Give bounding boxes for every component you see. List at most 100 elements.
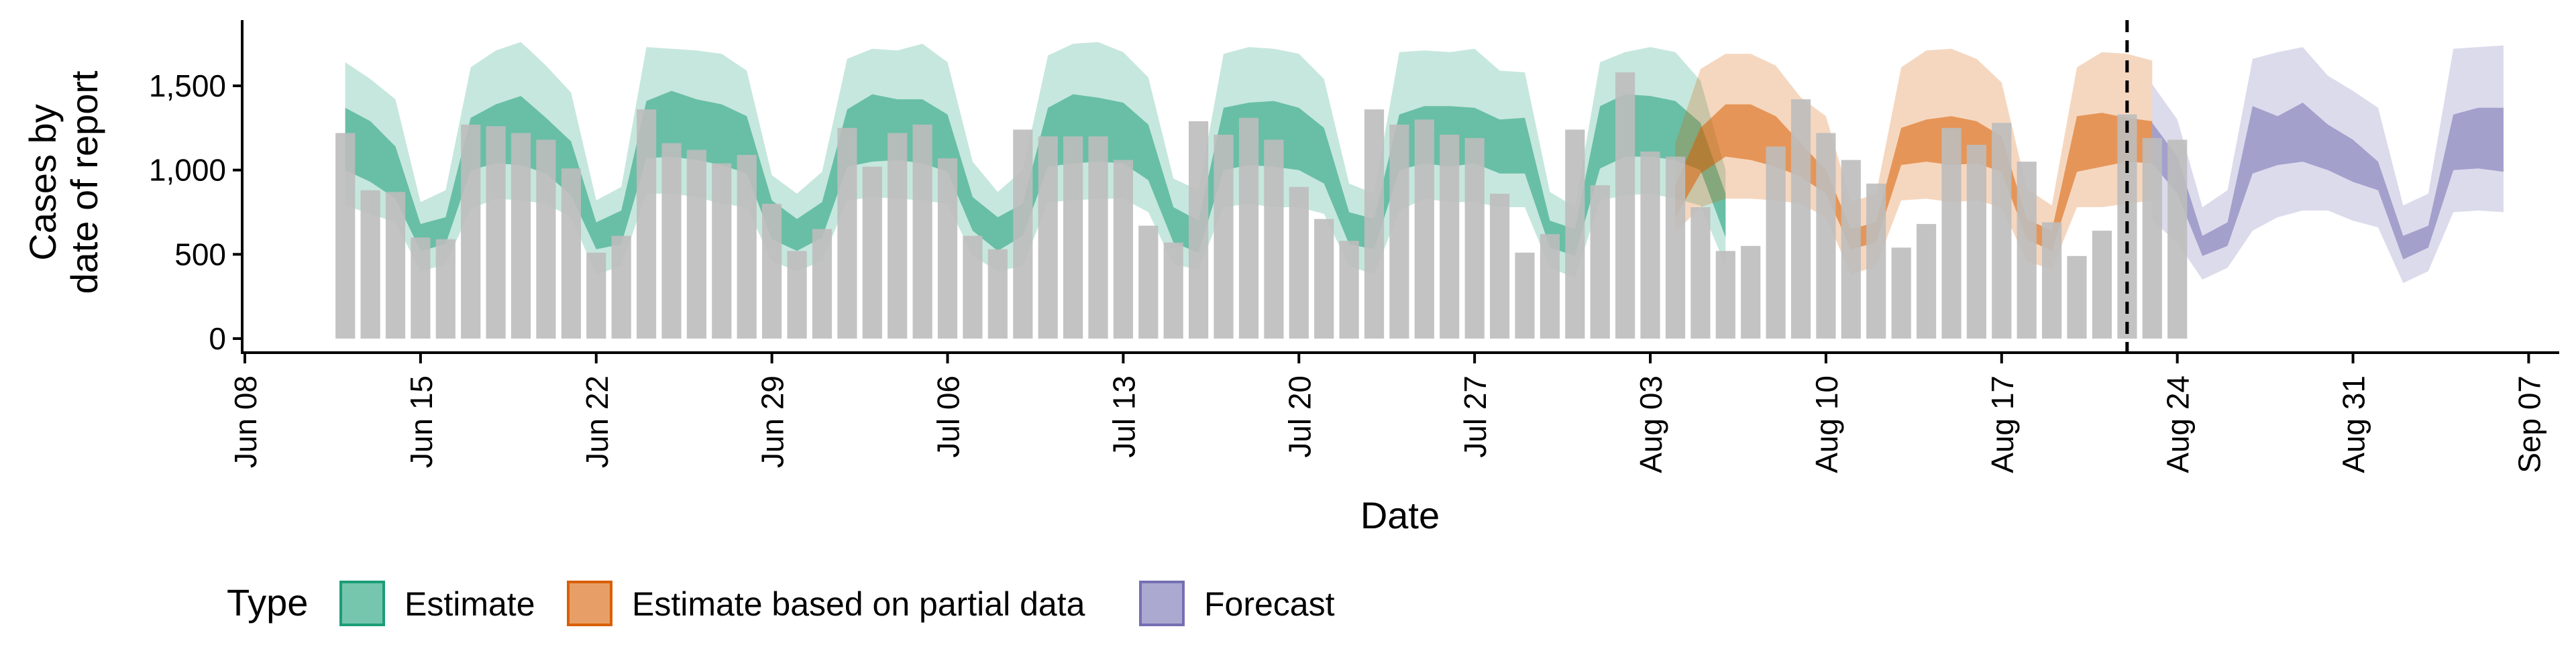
- ribbon-inner-2: [2152, 103, 2504, 259]
- axes: [241, 20, 2559, 354]
- bar-reported-cases: [1238, 117, 1259, 339]
- bar-reported-cases: [1866, 183, 1886, 339]
- y-tick-label: 1,000: [149, 153, 226, 188]
- bar-reported-cases: [1841, 160, 1861, 339]
- bar-reported-cases: [2017, 162, 2037, 339]
- bar-reported-cases: [511, 133, 531, 339]
- bar-reported-cases: [1464, 137, 1485, 339]
- bar-reported-cases: [1289, 186, 1309, 339]
- bar-reported-cases: [762, 203, 782, 339]
- x-tick-label: Aug 24: [2161, 375, 2196, 473]
- bar-reported-cases: [2042, 222, 2062, 339]
- bar-reported-cases: [1917, 224, 1937, 339]
- bar-reported-cases: [937, 158, 958, 339]
- bar-reported-cases: [385, 192, 406, 339]
- bar-reported-cases: [1189, 121, 1209, 339]
- bar-reported-cases: [461, 124, 481, 339]
- bar-reported-cases: [1138, 225, 1159, 339]
- bar-reported-cases: [1364, 109, 1385, 339]
- bar-reported-cases: [1941, 127, 1962, 339]
- bar-reported-cases: [2092, 231, 2112, 339]
- bar-reported-cases: [536, 139, 556, 339]
- bar-reported-cases: [1414, 119, 1434, 339]
- x-axis-title: Date: [1360, 494, 1440, 536]
- bar-reported-cases: [1490, 193, 1510, 339]
- bar-reported-cases: [435, 239, 455, 339]
- x-ticks: Jun 08 Jun 15 Jun 22 Jun 29 Jul 06 Jul 13 Jul …: [228, 353, 2546, 473]
- bar-reported-cases: [1766, 146, 1786, 339]
- bar-reported-cases: [1013, 129, 1033, 339]
- x-tick-label: Jun 29: [755, 375, 790, 468]
- bar-reported-cases: [561, 168, 581, 339]
- bar-reported-cases: [1640, 152, 1660, 339]
- y-axis-title-line-1: Cases by: [21, 104, 64, 260]
- x-tick-label: Jun 15: [404, 375, 439, 468]
- bar-reported-cases: [737, 155, 757, 339]
- bar-reported-cases: [837, 127, 857, 339]
- bar-reported-cases: [1339, 241, 1359, 339]
- bar-reported-cases: [1992, 123, 2012, 339]
- bar-reported-cases: [486, 126, 506, 339]
- bar-reported-cases: [2167, 139, 2188, 339]
- bar-reported-cases: [1741, 245, 1761, 339]
- bar-reported-cases: [1816, 133, 1836, 339]
- legend-label-estimate: Estimate: [405, 585, 535, 623]
- legend-key-estimate: [339, 581, 385, 626]
- bar-reported-cases: [335, 133, 356, 339]
- bar-reported-cases: [963, 235, 983, 339]
- bar-reported-cases: [1565, 129, 1585, 339]
- bar-reported-cases: [1038, 136, 1058, 339]
- legend-title: Type: [227, 581, 308, 624]
- x-tick-label: Aug 10: [1809, 375, 1844, 473]
- y-tick-label: 500: [174, 237, 226, 272]
- bar-reported-cases: [1790, 99, 1811, 339]
- bar-reported-cases: [888, 133, 908, 339]
- bar-reported-cases: [1214, 134, 1234, 339]
- legend: Type Estimate Estimate based on partial …: [227, 581, 1335, 626]
- bar-reported-cases: [862, 166, 882, 339]
- y-tick-label: 0: [209, 321, 226, 356]
- bar-reported-cases: [912, 124, 932, 339]
- bar-reported-cases: [661, 143, 682, 339]
- bar-reported-cases: [1590, 185, 1610, 339]
- x-tick-label: Jul 13: [1106, 375, 1141, 458]
- bar-reported-cases: [1515, 252, 1535, 339]
- x-tick-label: Jun 22: [580, 375, 614, 468]
- x-tick-label: Jun 08: [228, 375, 263, 468]
- bar-reported-cases: [987, 249, 1008, 339]
- x-tick-label: Jul 27: [1458, 375, 1493, 458]
- bar-reported-cases: [1690, 207, 1711, 339]
- bar-reported-cases: [1163, 242, 1183, 339]
- bar-reported-cases: [411, 237, 431, 339]
- bar-reported-cases: [611, 235, 631, 339]
- bar-reported-cases: [586, 252, 606, 339]
- bar-reported-cases: [1966, 145, 1986, 339]
- bar-reported-cases: [1264, 139, 1284, 339]
- bar-reported-cases: [686, 150, 706, 339]
- bar-reported-cases: [1891, 247, 1911, 339]
- bar-reported-cases: [1665, 156, 1686, 339]
- x-tick-label: Jul 06: [931, 375, 966, 458]
- bar-reported-cases: [360, 190, 380, 339]
- bar-reported-cases: [637, 109, 657, 339]
- y-tick-label: 1,500: [149, 68, 226, 103]
- bar-reported-cases: [2142, 137, 2162, 339]
- bar-reported-cases: [1615, 72, 1635, 339]
- bar-reported-cases: [1088, 136, 1108, 339]
- x-tick-label: Aug 17: [1985, 375, 2020, 473]
- bar-reported-cases: [1540, 234, 1560, 339]
- legend-key-forecast: [1139, 581, 1185, 626]
- bar-reported-cases: [787, 251, 807, 339]
- bar-reported-cases: [1715, 251, 1735, 339]
- x-tick-label: Sep 07: [2512, 375, 2546, 473]
- x-tick-label: Jul 20: [1282, 375, 1317, 458]
- y-axis-title: Cases by date of report: [21, 70, 105, 294]
- legend-key-partial: [567, 581, 612, 626]
- y-axis-title-line-2: date of report: [63, 70, 105, 294]
- x-tick-label: Aug 03: [1633, 375, 1668, 473]
- bar-reported-cases: [812, 229, 833, 339]
- bar-reported-cases: [1314, 219, 1334, 339]
- bar-reported-cases: [712, 163, 732, 339]
